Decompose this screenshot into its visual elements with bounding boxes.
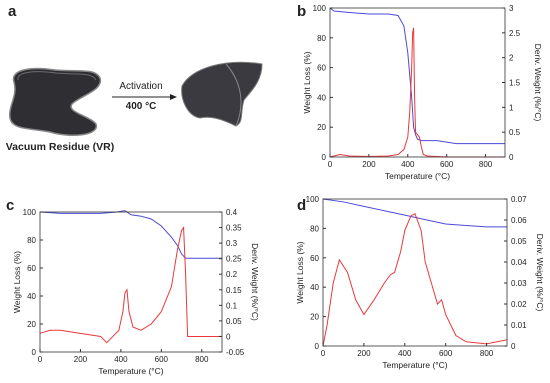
y-tick-label: 20 [310, 313, 319, 322]
panel-label: b [297, 3, 306, 20]
y2-tick-label: 0.04 [511, 258, 527, 267]
x-tick-label: 0 [328, 160, 333, 169]
y2-tick-label: 3 [509, 4, 514, 13]
y-tick-label: 60 [310, 254, 319, 263]
y-tick-label: 20 [27, 320, 36, 329]
y2-tick-label: 0.1 [226, 301, 238, 310]
y-tick-label: 100 [23, 208, 37, 217]
x-tick-label: 600 [155, 355, 169, 364]
panel-label: c [6, 197, 14, 214]
y2-tick-label: 0.3 [226, 239, 238, 248]
arrow-head [170, 94, 177, 100]
y-tick-label: 0 [322, 153, 327, 162]
y2-tick-label: 0.2 [226, 270, 238, 279]
arrow-sublabel: 400 °C [126, 101, 157, 112]
x-tick-label: 0 [38, 355, 43, 364]
series-line [39, 210, 222, 259]
panel-label: d [297, 197, 306, 214]
series-line [329, 7, 505, 145]
x-tick-label: 200 [74, 355, 88, 364]
x-tick-label: 200 [362, 160, 376, 169]
y2-tick-label: 0.01 [511, 321, 527, 330]
y2-tick-label: 0.02 [511, 300, 527, 309]
x-axis-title: Temperature (°C) [385, 171, 450, 181]
y-tick-label: 0 [32, 348, 37, 357]
y2-tick-label: 0 [226, 332, 231, 341]
y2-axis-title: Deriv. Weight (%/°C) [535, 234, 545, 312]
series-line [329, 27, 505, 158]
y-axis-title: Weight Loss (%) [12, 251, 22, 313]
y-tick-label: 80 [310, 224, 319, 233]
y2-tick-label: 0.4 [226, 208, 238, 217]
x-axis-title: Temperature (°C) [98, 366, 163, 376]
y2-tick-label: 0.05 [226, 317, 242, 326]
y2-tick-label: 0 [509, 153, 514, 162]
y2-tick-label: 0.06 [511, 216, 527, 225]
series-line [39, 225, 222, 344]
y2-tick-label: 0.05 [511, 237, 527, 246]
y2-tick-label: 0.07 [511, 195, 527, 204]
diagram-caption: Vacuum Residue (VR) [6, 141, 115, 153]
x-tick-label: 800 [195, 355, 209, 364]
y-tick-label: 20 [317, 123, 326, 132]
y-tick-label: 100 [306, 195, 320, 204]
vr-highlight [17, 71, 97, 81]
x-tick-label: 400 [114, 355, 128, 364]
x-tick-label: 600 [439, 349, 453, 358]
y-tick-label: 0 [315, 342, 320, 351]
y2-tick-label: -0.05 [226, 348, 245, 357]
y2-tick-label: 0 [511, 342, 516, 351]
y-tick-label: 40 [317, 93, 326, 102]
x-tick-label: 0 [321, 349, 326, 358]
series-line [322, 198, 507, 228]
series-line [322, 212, 508, 347]
x-tick-label: 800 [480, 349, 494, 358]
x-tick-label: 400 [398, 349, 412, 358]
vr-shape [9, 67, 102, 137]
y2-tick-label: 0.15 [226, 286, 242, 295]
y-tick-label: 40 [27, 292, 36, 301]
y2-tick-label: 1.5 [509, 79, 521, 88]
y-axis-title: Weight Loss (%) [295, 241, 305, 303]
panel-label: a [8, 3, 17, 20]
y2-tick-label: 0.35 [226, 224, 242, 233]
y2-tick-label: 0.25 [226, 255, 242, 264]
y2-axis-title: Deriv. Weight (%/°C) [250, 243, 260, 321]
ac-shape [181, 61, 263, 127]
y-tick-label: 80 [27, 236, 36, 245]
x-tick-label: 200 [357, 349, 371, 358]
y2-tick-label: 1 [509, 103, 514, 112]
x-tick-label: 800 [479, 160, 493, 169]
y2-axis-title: Deriv. Weight (%/°C) [533, 44, 543, 122]
arrow-label: Activation [119, 81, 162, 92]
y-axis-title: Weight Loss (%) [302, 51, 312, 113]
y2-tick-label: 2.5 [509, 29, 521, 38]
y-tick-label: 40 [310, 283, 319, 292]
x-tick-label: 400 [401, 160, 415, 169]
x-tick-label: 600 [440, 160, 454, 169]
y2-tick-label: 0.5 [509, 128, 521, 137]
y-tick-label: 60 [317, 64, 326, 73]
ac-fold [225, 63, 242, 127]
y2-tick-label: 0.03 [511, 279, 527, 288]
plot-frame [39, 211, 223, 353]
y2-tick-label: 2 [509, 54, 514, 63]
plot-frame [322, 198, 508, 347]
x-axis-title: Temperature (°C) [382, 360, 447, 370]
y-tick-label: 100 [313, 4, 327, 13]
y-tick-label: 60 [27, 264, 36, 273]
y-tick-label: 80 [317, 34, 326, 43]
